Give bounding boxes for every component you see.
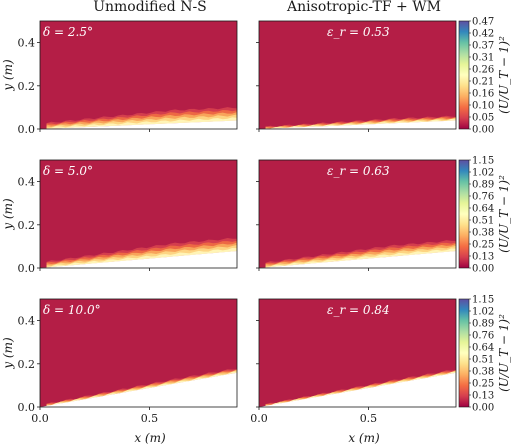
y-axis-label: y (m) <box>1 337 15 370</box>
panel-annotation: ε_r = 0.63 <box>327 164 390 178</box>
colorbar-tick-label: 1.02 <box>472 307 494 318</box>
x-axis-label-right: x (m) <box>348 431 380 445</box>
y-axis-label: y (m) <box>1 59 15 92</box>
y-tick-label: 0.2 <box>18 358 36 371</box>
wedge-body <box>259 372 456 407</box>
wedge-body <box>40 372 237 407</box>
panel-r1-c0: δ = 5.0° 0.0 0.2 0.4y (m) <box>1 159 238 275</box>
wedge-body <box>40 120 237 129</box>
colorbar-label: (U/U_T − 1)² <box>497 314 511 392</box>
panel-annotation: ε_r = 0.84 <box>327 303 390 317</box>
panel-r2-c0: δ = 10.0° 0.0 0.2 0.4y (m) 0.0 0.5 <box>1 298 238 425</box>
colorbar-tick-label: 0.51 <box>472 355 494 366</box>
colorbar-tick-label: 0.76 <box>472 331 494 342</box>
wedge-body <box>40 250 237 268</box>
panel-r0-c1: ε_r = 0.53 <box>256 20 457 132</box>
x-tick-label: 0.5 <box>141 412 159 425</box>
y-tick-label: 0.2 <box>18 219 36 232</box>
panel-r0-c0: δ = 2.5° 0.0 0.2 0.4y (m) <box>1 20 238 136</box>
panel-annotation: δ = 5.0° <box>43 164 93 178</box>
panel-frame <box>258 298 457 408</box>
contour-field <box>259 21 456 129</box>
y-tick-label: 0.4 <box>18 176 36 189</box>
colorbar-tick-label: 0.10 <box>472 101 494 112</box>
boundary-layer-band <box>265 248 456 268</box>
colorbar-tick-label: 0.47 <box>472 17 494 28</box>
colorbar-r1: 1.151.020.890.760.640.510.380.250.130.00… <box>458 156 511 275</box>
colorbar-tick-label: 1.15 <box>472 295 494 306</box>
colorbar-gradient <box>458 159 470 269</box>
y-tick-label: 0.2 <box>18 80 36 93</box>
colorbar-tick-label: 0.13 <box>472 391 494 402</box>
panel-frame <box>39 20 238 130</box>
colorbar-tick-label: 0.21 <box>472 77 494 88</box>
column-title-right: Anisotropic-TF + WM <box>286 0 441 15</box>
colorbar-tick-label: 0.25 <box>472 379 494 390</box>
colorbar-tick-label: 0.00 <box>472 403 494 414</box>
x-tick-label: 0.5 <box>360 412 378 425</box>
colorbar-tick-label: 0.38 <box>472 367 494 378</box>
colorbar-tick-label: 0.64 <box>472 204 494 215</box>
column-title-left: Unmodified N-S <box>93 0 207 15</box>
boundary-layer-band <box>46 371 237 407</box>
colorbar-tick-label: 0.05 <box>472 113 494 124</box>
colorbar-tick-label: 0.76 <box>472 192 494 203</box>
wedge-body <box>259 120 456 129</box>
panel-annotation: ε_r = 0.53 <box>327 25 390 39</box>
colorbar-tick-label: 0.42 <box>472 29 494 40</box>
colorbar-r0: 0.470.420.370.310.260.210.160.100.050.00… <box>458 17 511 136</box>
colorbar-gradient <box>458 298 470 408</box>
colorbar-tick-label: 0.25 <box>472 240 494 251</box>
x-axis-label-left: x (m) <box>134 431 166 445</box>
x-tick-label: 0.0 <box>250 412 268 425</box>
wedge-body <box>259 250 456 268</box>
colorbar-tick-label: 0.26 <box>472 65 494 76</box>
colorbar-tick-label: 0.64 <box>472 343 494 354</box>
panel-r2-c1: ε_r = 0.84 0.0 0.5 <box>250 298 457 425</box>
colorbar-tick-label: 1.02 <box>472 168 494 179</box>
panel-frame <box>258 20 457 130</box>
colorbar-tick-label: 0.89 <box>472 319 494 330</box>
y-tick-label: 0.4 <box>18 37 36 50</box>
y-axis-label: y (m) <box>1 198 15 231</box>
colorbar-label: (U/U_T − 1)² <box>497 175 511 253</box>
colorbar-tick-label: 0.16 <box>472 89 494 100</box>
panel-frame <box>39 159 238 269</box>
y-tick-label: 0.4 <box>18 315 36 328</box>
colorbar-tick-label: 0.89 <box>472 180 494 191</box>
panel-annotation: δ = 10.0° <box>43 303 101 317</box>
colorbar-tick-label: 0.00 <box>472 125 494 136</box>
colorbar-tick-label: 0.51 <box>472 216 494 227</box>
colorbar-tick-label: 0.31 <box>472 53 494 64</box>
colorbar-tick-label: 0.13 <box>472 252 494 263</box>
colorbar-tick-label: 0.37 <box>472 41 494 52</box>
colorbar-r2: 1.151.020.890.760.640.510.380.250.130.00… <box>458 295 511 414</box>
y-tick-label: 0.0 <box>18 123 36 136</box>
colorbar-gradient <box>458 20 470 130</box>
colorbar-tick-label: 1.15 <box>472 156 494 167</box>
boundary-layer-band <box>265 119 456 129</box>
y-tick-label: 0.0 <box>18 401 36 414</box>
boundary-layer-band <box>46 117 237 129</box>
panel-annotation: δ = 2.5° <box>43 25 93 39</box>
x-tick-label: 0.0 <box>31 412 49 425</box>
boundary-layer-band <box>46 248 237 268</box>
panel-frame <box>39 298 238 408</box>
boundary-layer-band <box>265 371 456 407</box>
panel-r1-c1: ε_r = 0.63 <box>256 159 457 271</box>
y-tick-label: 0.0 <box>18 262 36 275</box>
colorbar-label: (U/U_T − 1)² <box>497 36 511 114</box>
panel-frame <box>258 159 457 269</box>
colorbar-tick-label: 0.00 <box>472 264 494 275</box>
colorbar-tick-label: 0.38 <box>472 228 494 239</box>
